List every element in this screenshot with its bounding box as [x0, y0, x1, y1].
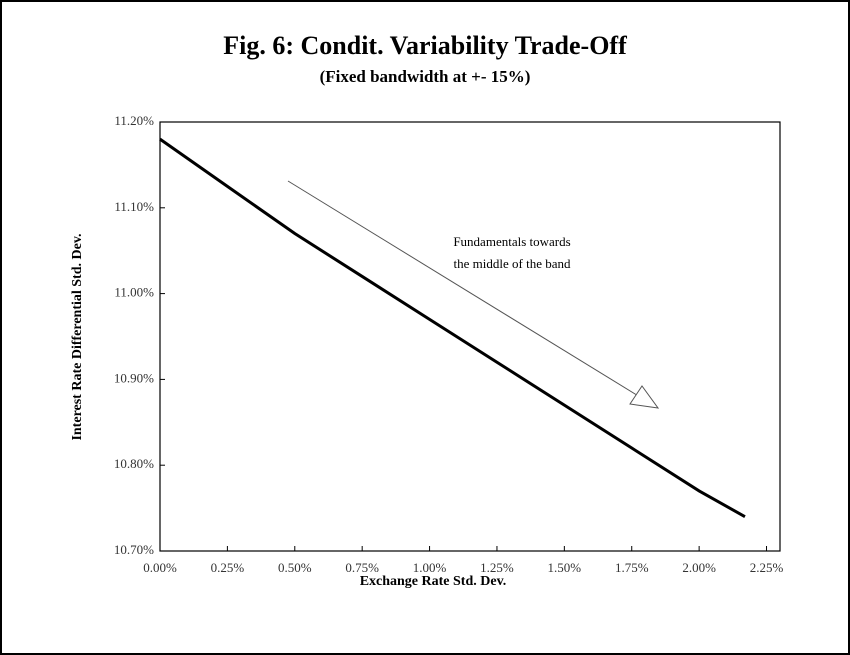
x-tick-label: 2.25%	[750, 560, 784, 575]
x-tick-label: 1.25%	[480, 560, 514, 575]
chart-title: Fig. 6: Condit. Variability Trade-Off	[223, 31, 627, 60]
y-tick-label: 11.00%	[114, 285, 154, 300]
x-tick-label: 0.00%	[143, 560, 177, 575]
y-axis-label: Interest Rate Differential Std. Dev.	[70, 233, 85, 440]
x-tick-label: 1.50%	[548, 560, 582, 575]
y-tick-label: 10.90%	[114, 370, 154, 385]
x-tick-label: 2.00%	[682, 560, 716, 575]
annotation: Fundamentals towards	[453, 234, 570, 249]
y-tick-label: 10.80%	[114, 456, 154, 471]
annotation: the middle of the band	[454, 256, 571, 271]
x-tick-label: 1.75%	[615, 560, 649, 575]
y-tick-label: 11.20%	[114, 113, 154, 128]
x-tick-label: 0.25%	[211, 560, 245, 575]
annotation-arrow	[287, 180, 660, 409]
x-tick-label: 0.75%	[345, 560, 379, 575]
x-tick-label: 1.00%	[413, 560, 447, 575]
chart-subtitle: (Fixed bandwidth at +- 15%)	[320, 67, 531, 86]
y-tick-label: 11.10%	[114, 199, 154, 214]
data-line	[159, 137, 746, 518]
x-axis-label: Exchange Rate Std. Dev.	[360, 574, 507, 589]
plot-area	[159, 121, 781, 552]
y-tick-label: 10.70%	[114, 542, 154, 557]
x-tick-label: 0.50%	[278, 560, 312, 575]
